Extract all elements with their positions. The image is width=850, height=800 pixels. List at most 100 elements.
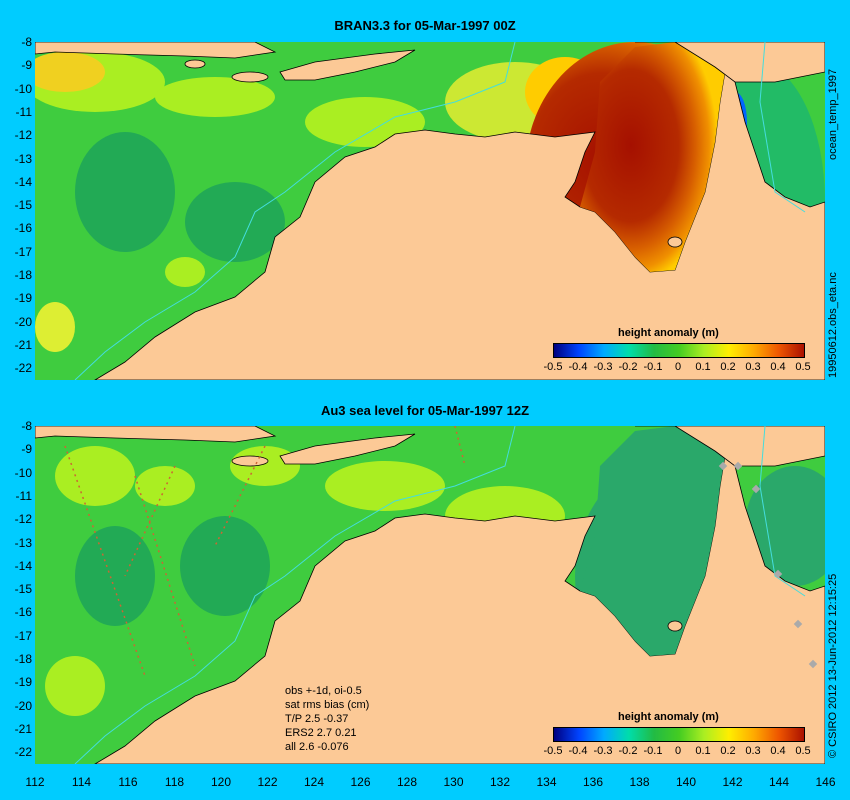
bottom-map-panel (35, 426, 825, 764)
lon-tick: 136 (582, 775, 604, 789)
bottom-lat-tick: -21 (14, 721, 32, 736)
lon-tick: 122 (257, 775, 278, 789)
new-guinea-coast (635, 42, 825, 83)
anomaly-patch (745, 466, 825, 586)
lon-tick: 124 (303, 775, 325, 789)
anomaly-patch (35, 52, 105, 92)
anomaly-patch (165, 257, 205, 287)
colorbar (553, 343, 805, 358)
colorbar-tick: -0.4 (568, 361, 588, 373)
top-lat-tick: -10 (14, 81, 32, 96)
australia-mainland (94, 455, 825, 764)
anomaly-patch (185, 182, 285, 262)
lon-tick: 132 (489, 775, 511, 789)
top-side-label-1: ocean_temp_1997 (827, 68, 839, 160)
bottom-lat-tick: -13 (14, 535, 32, 550)
top-side-label-2: 19950612.obs_eta.nc (827, 272, 839, 378)
top-lat-tick: -20 (14, 314, 32, 329)
satellite-track (124, 465, 176, 577)
lon-tick: 126 (350, 775, 371, 789)
top-lat-tick: -12 (14, 128, 32, 143)
satellite-track (214, 445, 266, 547)
anomaly-patch (75, 132, 175, 252)
lon-tick: 114 (71, 775, 92, 789)
bottom-lat-tick: -9 (21, 442, 32, 457)
gulf-of-carpentaria (580, 426, 725, 656)
colorbar-title: height anomaly (m) (618, 711, 719, 723)
anomaly-patch (135, 466, 195, 506)
stats-note-line: obs +-1d, oi-0.5 (285, 685, 362, 697)
lon-tick: 116 (118, 775, 138, 789)
bottom-lat-tick: -18 (14, 652, 32, 666)
lon-tick: 130 (443, 775, 464, 789)
colorbar-tick: 0.4 (770, 745, 786, 757)
bottom-lat-tick: -10 (14, 465, 32, 480)
top-lat-tick: -11 (15, 104, 32, 119)
top-lat-tick: -22 (14, 361, 32, 376)
bottom-panel-title: Au3 sea level for 05-Mar-1997 12Z (320, 403, 530, 418)
bottom-lat-tick: -16 (14, 605, 32, 620)
top-lat-tick: -15 (14, 198, 32, 213)
colorbar-tick: 0.3 (745, 361, 761, 373)
colorbar-tick: -0.1 (643, 745, 663, 757)
colorbar-tick: 0.1 (695, 745, 711, 757)
colorbar-tick: -0.2 (618, 745, 638, 757)
bottom-lat-tick: -12 (14, 512, 32, 527)
island-java (35, 426, 277, 443)
lon-tick: 134 (536, 775, 557, 789)
colorbar-tick: -0.5 (543, 745, 563, 757)
stats-note-line: ERS2 2.7 0.21 (285, 727, 357, 739)
lon-tick: 142 (722, 775, 743, 789)
island-sumba (231, 71, 269, 83)
top-lat-tick: -14 (14, 174, 32, 189)
bottom-side-label: © CSIRO 2012 13-Jun-2012 12:15:25 (827, 573, 839, 758)
top-panel-title: BRAN3.3 for 05-Mar-1997 00Z (334, 18, 516, 33)
island-timor (279, 433, 416, 465)
colorbar-tick: -0.3 (593, 361, 613, 373)
bottom-lat-tick: -19 (14, 675, 32, 690)
bottom-lat-tick: -14 (14, 558, 32, 573)
anomaly-patch (230, 446, 300, 486)
colorbar-tick: 0.5 (795, 361, 811, 373)
colorbar-tick: 0.2 (720, 361, 736, 373)
top-lat-tick: -16 (14, 221, 32, 236)
anomaly-patch (55, 446, 135, 506)
colorbar-tick: -0.3 (593, 745, 613, 757)
top-lat-tick: -21 (14, 337, 32, 352)
isobath-line (74, 426, 516, 764)
colorbar-tick: 0.4 (770, 361, 786, 373)
colorbar-tick: 0 (674, 361, 682, 373)
stats-notes: obs +-1d, oi-0.5 sat rms bias (cm) T/P 2… (285, 684, 369, 754)
anomaly-patch (325, 461, 445, 511)
top-lat-tick: -17 (14, 244, 32, 259)
top-lat-tick: -18 (14, 268, 32, 282)
stats-note-line: all 2.6 -0.076 (285, 741, 349, 753)
island-small (184, 59, 206, 69)
anomaly-patch (155, 77, 275, 117)
colorbar-title: height anomaly (m) (618, 327, 719, 339)
isobath-line (759, 426, 806, 597)
gulf-of-carpentaria (580, 42, 725, 272)
lon-tick: 112 (25, 775, 45, 789)
isobath-line (74, 42, 516, 380)
colorbar-tick: 0.3 (745, 745, 761, 757)
colorbar-tick: 0.5 (795, 745, 811, 757)
colorbar-tick: -0.5 (543, 361, 563, 373)
colorbar-tick: -0.1 (643, 361, 663, 373)
colorbar-tick: 0 (674, 745, 682, 757)
island-mornington (667, 620, 683, 632)
lon-tick: 140 (675, 775, 697, 789)
satellite-track (64, 445, 146, 677)
isobath-line (759, 42, 806, 213)
bottom-lat-tick: -22 (14, 745, 32, 760)
top-lat-tick: -8 (21, 35, 32, 49)
colorbar-tick: -0.2 (618, 361, 638, 373)
bottom-lat-tick: -8 (21, 419, 32, 433)
new-guinea-coast (635, 426, 825, 467)
anomaly-patch (180, 516, 270, 616)
anomaly-patch (75, 526, 155, 626)
colorbar (553, 727, 805, 742)
anomaly-patch (45, 656, 105, 716)
satellite-track (454, 426, 466, 467)
top-lat-tick: -13 (14, 151, 32, 166)
